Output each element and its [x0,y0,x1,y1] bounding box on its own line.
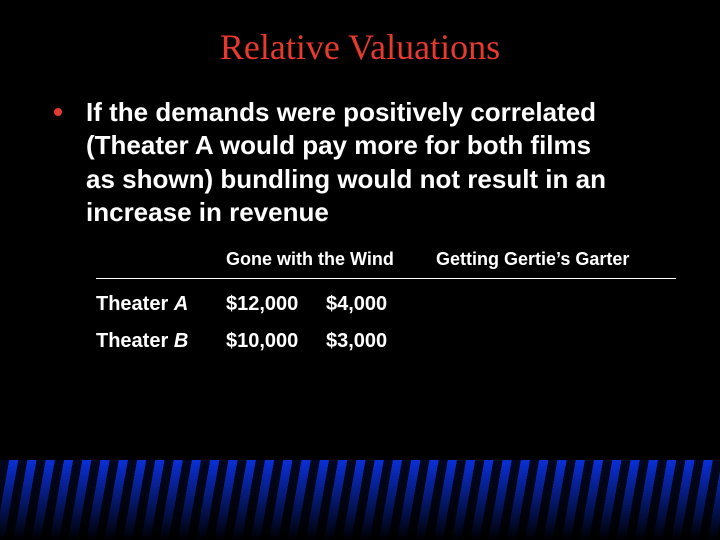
label-prefix: Theater [96,293,174,315]
bottom-gradient-stripes [0,460,720,540]
table-cell: $12,000 [226,293,326,316]
label-italic: B [174,330,188,352]
bullet-item: If the demands were positively correlate… [40,96,680,229]
table-row-label: Theater B [96,330,226,353]
valuation-table: Gone with the Wind Getting Gertie’s Gart… [96,249,676,353]
table-cell: $4,000 [326,293,426,316]
label-italic: A [174,293,188,315]
table-header-row: Gone with the Wind Getting Gertie’s Gart… [96,249,676,278]
table-header-col1: Gone with the Wind [226,249,436,270]
bullet-icon [54,108,62,116]
table-row: Theater A $12,000 $4,000 [96,279,676,316]
label-prefix: Theater [96,330,174,352]
table-cell: $10,000 [226,330,326,353]
table-cell: $3,000 [326,330,426,353]
table-row-label: Theater A [96,293,226,316]
table-row: Theater B $10,000 $3,000 [96,316,676,353]
slide-title: Relative Valuations [40,26,680,68]
slide: Relative Valuations If the demands were … [0,0,720,540]
table-header-col2: Getting Gertie’s Garter [436,249,676,270]
bullet-text: If the demands were positively correlate… [86,96,626,229]
table-header-blank [96,249,226,270]
